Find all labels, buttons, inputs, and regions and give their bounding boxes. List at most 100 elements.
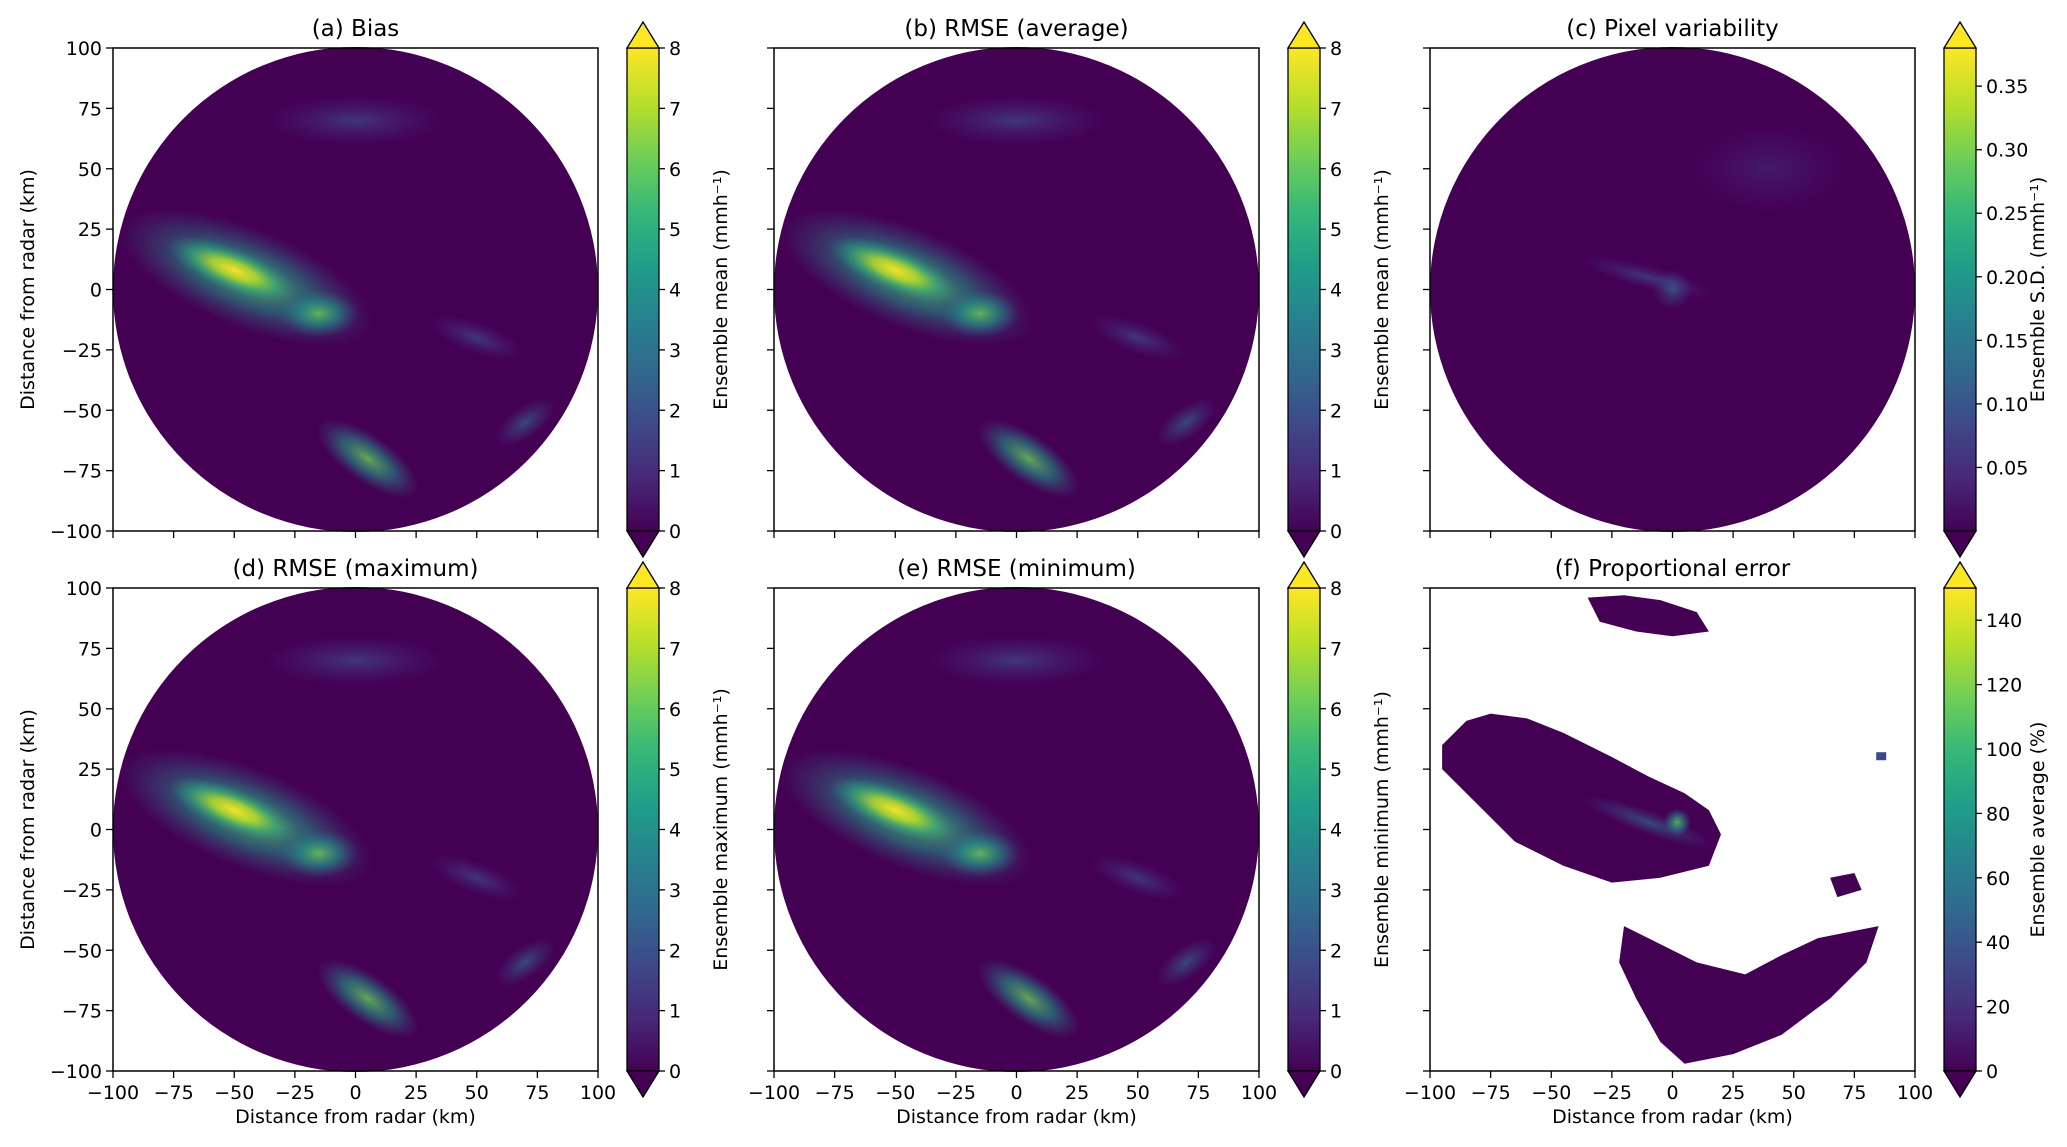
colorbar-tick-label: 2 (1330, 400, 1342, 422)
rain-faint-n (926, 635, 1107, 686)
x-tick-label: 75 (1186, 1082, 1210, 1104)
colorbar-tick-label: 1 (669, 461, 681, 483)
colorbar: 0 1 2 3 4 5 6 7 8 Ensemble mean (mmh⁻¹) (1286, 20, 1393, 559)
patch-nw (1442, 713, 1721, 883)
colorbar: 0 1 2 3 4 5 6 7 8 Ensemble mean (mmh⁻¹) (625, 20, 732, 559)
colorbar-tick-label: 0 (669, 521, 681, 543)
panel-title: (d) RMSE (maximum) (233, 556, 479, 582)
colorbar-gradient (1943, 47, 1977, 532)
panel-e: −100 −75 −50 −25 0 25 50 75 100(e) RMSE (minimum… (748, 556, 1393, 1128)
colorbar-tick-label: 4 (1330, 280, 1342, 302)
rain-band-s (977, 418, 1080, 499)
colorbar-gradient (626, 47, 660, 532)
rain-band-se (1156, 938, 1217, 987)
x-tick-label: 0 (1666, 1082, 1678, 1104)
y-axis-label: Distance from radar (km) (17, 709, 39, 950)
colorbar-extend-max (1286, 20, 1322, 49)
colorbar-gradient (1943, 587, 1977, 1072)
colorbar-tick-label: 0.10 (1986, 394, 2028, 416)
patch-n (1587, 595, 1709, 637)
rain-band-se (495, 398, 556, 447)
colorbar-label: Ensemble mean (mmh⁻¹) (1371, 169, 1393, 410)
colorbar-tick-label: 5 (1330, 219, 1342, 241)
error-patches (1442, 595, 1887, 1064)
rain-band-s (316, 418, 419, 499)
colorbar-tick-label: 7 (669, 98, 681, 120)
colorbar-extend-max (625, 560, 661, 589)
colorbar-tick-label: 7 (1330, 98, 1342, 120)
x-tick-label: −100 (748, 1082, 800, 1104)
x-tick-label: 75 (1842, 1082, 1866, 1104)
colorbar-tick-label: 0 (669, 1061, 681, 1083)
colorbar-tick-label: 3 (669, 880, 681, 902)
rain-faint-e (1090, 855, 1186, 901)
colorbar-tick-label: 0 (1330, 521, 1342, 543)
colorbar-tick-label: 2 (669, 940, 681, 962)
rain-field (119, 635, 556, 1039)
rain-band-se (1156, 398, 1217, 447)
y-tick-label: −75 (62, 1001, 102, 1023)
x-tick-label: 25 (1721, 1082, 1745, 1104)
colorbar-tick-label: 8 (1330, 578, 1342, 600)
rain-core-nw (168, 236, 300, 304)
x-axis-label: Distance from radar (km) (896, 1106, 1137, 1128)
colorbar-tick-label: 20 (1986, 997, 2010, 1019)
x-tick-label: 25 (1065, 1082, 1089, 1104)
colorbar-tick-label: 80 (1986, 803, 2010, 825)
colorbar-tick-label: 6 (1330, 159, 1342, 181)
rain-faint-n (265, 95, 446, 146)
x-tick-label: −25 (1592, 1082, 1632, 1104)
y-tick-label: 25 (78, 759, 102, 781)
colorbar-gradient (1287, 587, 1321, 1072)
rain-field (1580, 123, 1850, 310)
y-tick-label: −100 (50, 1061, 102, 1083)
rain-faint-e (429, 315, 525, 361)
colorbar-tick-label: 0.05 (1986, 457, 2028, 479)
colorbar-tick-label: 5 (669, 219, 681, 241)
colorbar-extend-min (1286, 530, 1322, 559)
panel-title: (b) RMSE (average) (904, 16, 1128, 42)
x-tick-label: 50 (1126, 1082, 1150, 1104)
x-tick-label: 75 (525, 1082, 549, 1104)
y-tick-label: 0 (90, 820, 102, 842)
colorbar-tick-label: 8 (669, 578, 681, 600)
colorbar-gradient (626, 587, 660, 1072)
rain-field (780, 95, 1217, 499)
patch-e (1830, 872, 1862, 898)
colorbar-tick-label: 0 (1986, 1061, 1998, 1083)
colorbar-tick-label: 5 (1330, 759, 1342, 781)
rain-faint-n (265, 635, 446, 686)
x-tick-label: −75 (154, 1082, 194, 1104)
colorbar-extend-min (625, 530, 661, 559)
colorbar-tick-label: 2 (1330, 940, 1342, 962)
y-tick-label: −75 (62, 461, 102, 483)
colorbar-tick-label: 8 (1330, 38, 1342, 60)
colorbar-tick-label: 6 (669, 699, 681, 721)
colorbar-tick-label: 4 (669, 820, 681, 842)
y-tick-label: 100 (66, 38, 102, 60)
rain-cell-center (279, 829, 360, 878)
colorbar-tick-label: 0 (1330, 1061, 1342, 1083)
colorbar-tick-label: 100 (1986, 739, 2022, 761)
colorbar-label: Ensemble maximum (mmh⁻¹) (710, 688, 732, 971)
x-tick-label: −75 (1471, 1082, 1511, 1104)
panel-title: (c) Pixel variability (1566, 16, 1778, 42)
x-tick-label: −75 (815, 1082, 855, 1104)
panel-title: (f) Proportional error (1555, 556, 1791, 582)
rain-faint-e (429, 855, 525, 901)
colorbar-tick-label: 140 (1986, 610, 2022, 632)
x-tick-label: 100 (580, 1082, 616, 1104)
colorbar-extend-max (1942, 20, 1978, 49)
colorbar-extend-min (1286, 1070, 1322, 1099)
rain-cell-center (940, 829, 1021, 878)
colorbar-tick-label: 60 (1986, 868, 2010, 890)
colorbar-gradient (1287, 47, 1321, 532)
colorbar-tick-label: 4 (1330, 820, 1342, 842)
panel-f: −100 −75 −50 −25 0 25 50 75 100 (f) Proportional … (1404, 556, 2049, 1128)
colorbar-label: Ensemble minimum (mmh⁻¹) (1371, 691, 1393, 968)
colorbar-label: Ensemble S.D. (mmh⁻¹) (2027, 177, 2049, 403)
panel-b: (b) RMSE (average) 0 1 2 3 4 5 6 7 8 Ensemble mean… (767, 16, 1393, 559)
colorbar-extend-min (1942, 1070, 1978, 1099)
rain-core-nw (829, 776, 961, 844)
